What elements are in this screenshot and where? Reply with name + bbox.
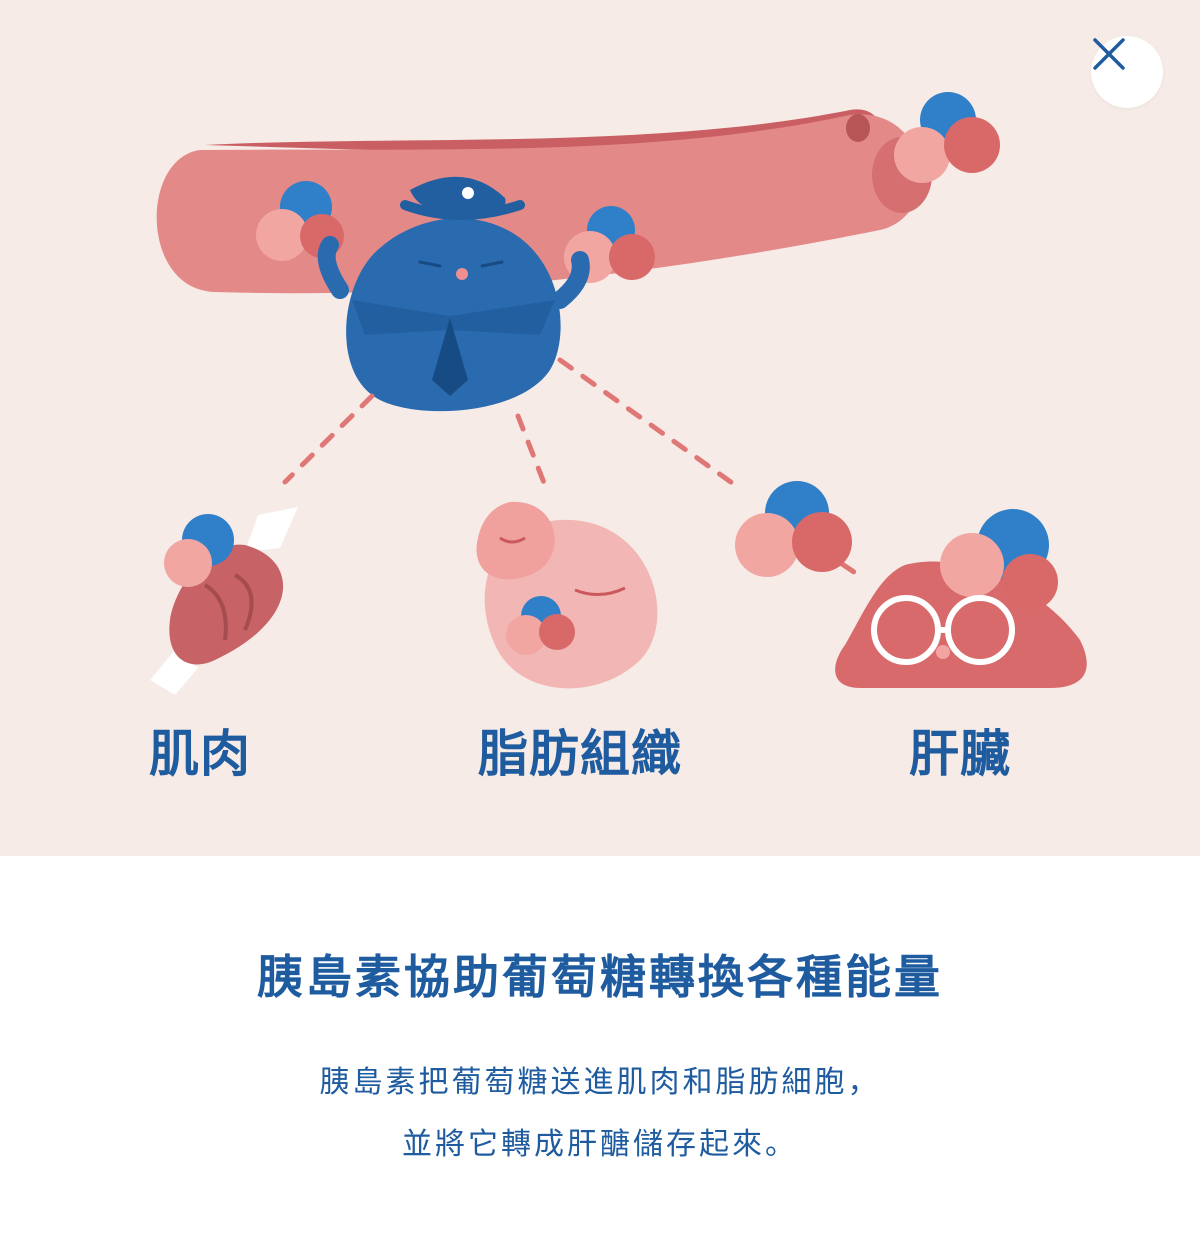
caption-line: 並將它轉成肝醣儲存起來。 (402, 1127, 798, 1162)
caption-section: 胰島素協助葡萄糖轉換各種能量 胰島素把葡萄糖送進肌肉和脂肪細胞， 並將它轉成肝醣… (0, 856, 1200, 1246)
insulin-illustration: 肌肉 脂肪組織 肝臟 (0, 0, 1200, 856)
fat-tissue-label: 脂肪組織 (478, 725, 682, 783)
muscle-illustration (150, 507, 298, 695)
caption-body: 胰島素把葡萄糖送進肌肉和脂肪細胞， 並將它轉成肝醣儲存起來。 (0, 1052, 1200, 1176)
caption-line: 胰島素把葡萄糖送進肌肉和脂肪細胞， (319, 1065, 881, 1100)
close-button[interactable] (1091, 36, 1163, 108)
insulin-character (317, 176, 590, 412)
dashed-connectors (282, 357, 863, 579)
liver-illustration (835, 509, 1087, 688)
illustration-art (150, 92, 1087, 695)
blood-vessel (156, 109, 932, 294)
muscle-label: 肌肉 (149, 725, 251, 783)
fat-tissue-illustration (476, 501, 658, 689)
caption-title: 胰島素協助葡萄糖轉換各種能量 (257, 950, 943, 1004)
close-icon (1093, 38, 1125, 70)
glucose-cluster (894, 92, 1000, 183)
liver-label: 肝臟 (909, 725, 1011, 783)
glucose-cluster (735, 481, 852, 577)
